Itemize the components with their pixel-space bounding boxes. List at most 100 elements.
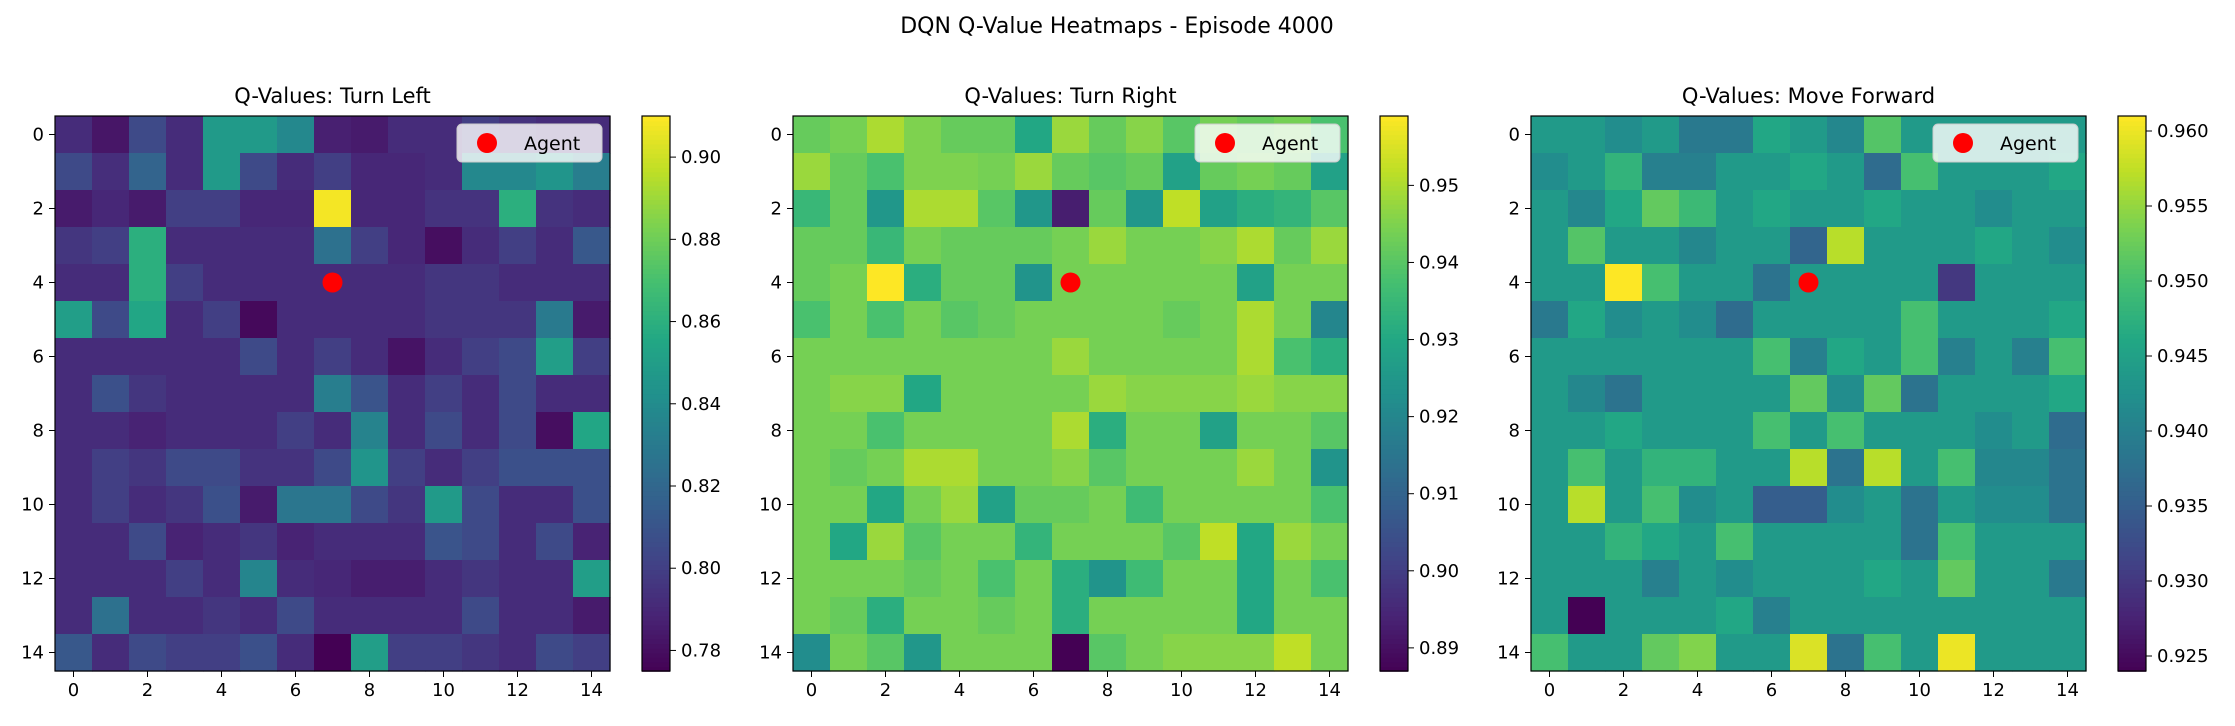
heatmap-cell (1274, 523, 1312, 561)
colorbar-segment (1380, 620, 1408, 626)
colorbar-segment (2118, 402, 2146, 409)
heatmap-cell (1200, 523, 1238, 561)
y-tick-label: 10 (1497, 495, 1520, 516)
heatmap-cell (793, 523, 831, 561)
y-axis-ticks: 0 2 4 6 8 10 12 14 (759, 125, 793, 664)
heatmap-panels: Q-Values: Turn Left 0 2 4 6 8 10 12 14 0 2 4 6 8 10 12 1… (21, 84, 2208, 701)
heatmap-cell (462, 412, 500, 450)
heatmap-cell (277, 412, 315, 450)
heatmap-cell (166, 412, 204, 450)
heatmap-cell (92, 634, 130, 672)
heatmap-cell (1938, 301, 1976, 339)
colorbar-segment (2118, 615, 2146, 621)
heatmap-cell (1938, 412, 1976, 450)
heatmap-cell (1790, 301, 1828, 339)
colorbar-segment (1380, 513, 1408, 520)
heatmap-cell (1126, 264, 1164, 302)
colorbar-segment (642, 291, 670, 298)
heatmap-cell (55, 264, 93, 302)
colorbar-segment (642, 268, 670, 275)
y-tick-label: 2 (1509, 199, 1520, 220)
heatmap-cell (1163, 227, 1201, 265)
colorbar-segment (642, 416, 670, 423)
heatmap-cell (388, 560, 426, 598)
colorbar-segment (2118, 379, 2146, 386)
heatmap-cell (830, 153, 868, 191)
colorbar-segment (2118, 240, 2146, 247)
heatmap-cell (351, 190, 389, 228)
colorbar-segment (1380, 518, 1408, 524)
heatmap-cell (793, 486, 831, 524)
heatmap-cell (1163, 449, 1201, 487)
heatmap-cell (1089, 264, 1127, 302)
heatmap-cell (314, 375, 352, 413)
colorbar: 0.89 0.90 0.91 0.92 0.93 0.94 0.95 (1379, 115, 1459, 672)
heatmap-cell (2049, 227, 2087, 265)
colorbar-segment (2118, 398, 2146, 404)
heatmap-cell (573, 523, 611, 561)
colorbar-segment (2118, 657, 2146, 663)
heatmap-cell (1089, 375, 1127, 413)
heatmap-cell (904, 190, 942, 228)
heatmap-cell (1052, 301, 1090, 339)
colorbar-segment (642, 301, 670, 307)
heatmap-cell (1938, 338, 1976, 376)
heatmap-cell (129, 153, 167, 191)
y-tick-label: 2 (33, 199, 44, 220)
heatmap-cell (1163, 338, 1201, 376)
heatmap-cell (1531, 560, 1569, 598)
colorbar-segment (1380, 347, 1408, 353)
heatmap-cell (1237, 634, 1275, 672)
colorbar-tick-label: 0.945 (2157, 346, 2209, 367)
colorbar-segment (642, 610, 670, 617)
colorbar-segment (2118, 435, 2146, 441)
heatmap-cell (1605, 486, 1643, 524)
colorbar-segment (2118, 652, 2146, 658)
colorbar-segment (2118, 139, 2146, 145)
heatmap-cell (1938, 375, 1976, 413)
colorbar-segment (642, 532, 670, 538)
colorbar-segment (1380, 643, 1408, 649)
heatmap-cell (1716, 338, 1754, 376)
heatmap-cell (55, 412, 93, 450)
heatmap-cell (1126, 301, 1164, 339)
colorbar-segment (2118, 638, 2146, 645)
heatmap-cell (1679, 264, 1717, 302)
colorbar-segment (642, 273, 670, 279)
heatmap-cell (941, 560, 979, 598)
heatmap-cell (867, 560, 905, 598)
colorbar-segment (1380, 564, 1408, 571)
colorbar-segment (1380, 578, 1408, 584)
colorbar-segment (2118, 527, 2146, 534)
colorbar-segment (642, 282, 670, 288)
colorbar-segment (642, 564, 670, 571)
heatmap-cell (1716, 449, 1754, 487)
heatmap-cell (867, 338, 905, 376)
heatmap-cell (240, 486, 278, 524)
colorbar-segment (2118, 351, 2146, 358)
heatmap-cell (1163, 190, 1201, 228)
heatmap-cell (1605, 449, 1643, 487)
heatmap-cell (793, 375, 831, 413)
colorbar-segment (642, 536, 670, 543)
heatmap-cell (166, 153, 204, 191)
heatmap-cell (978, 190, 1016, 228)
heatmap-cell (1975, 375, 2013, 413)
colorbar-segment (1380, 264, 1408, 270)
heatmap-cell (92, 523, 130, 561)
colorbar-segment (642, 546, 670, 552)
colorbar-segment (642, 462, 670, 469)
heatmap-cell (830, 523, 868, 561)
heatmap-cell (425, 153, 463, 191)
heatmap-cell (462, 523, 500, 561)
heatmap-cell (1901, 560, 1939, 598)
heatmap-cell (277, 523, 315, 561)
heatmap-cell (129, 560, 167, 598)
x-axis-ticks: 0 2 4 6 8 10 12 14 (68, 671, 603, 701)
y-tick-label: 12 (21, 569, 44, 590)
heatmap-cell (314, 116, 352, 154)
colorbar-segment (1380, 342, 1408, 349)
y-tick-label: 12 (759, 569, 782, 590)
heatmap-cell (1200, 301, 1238, 339)
heatmap-cell (1901, 634, 1939, 672)
